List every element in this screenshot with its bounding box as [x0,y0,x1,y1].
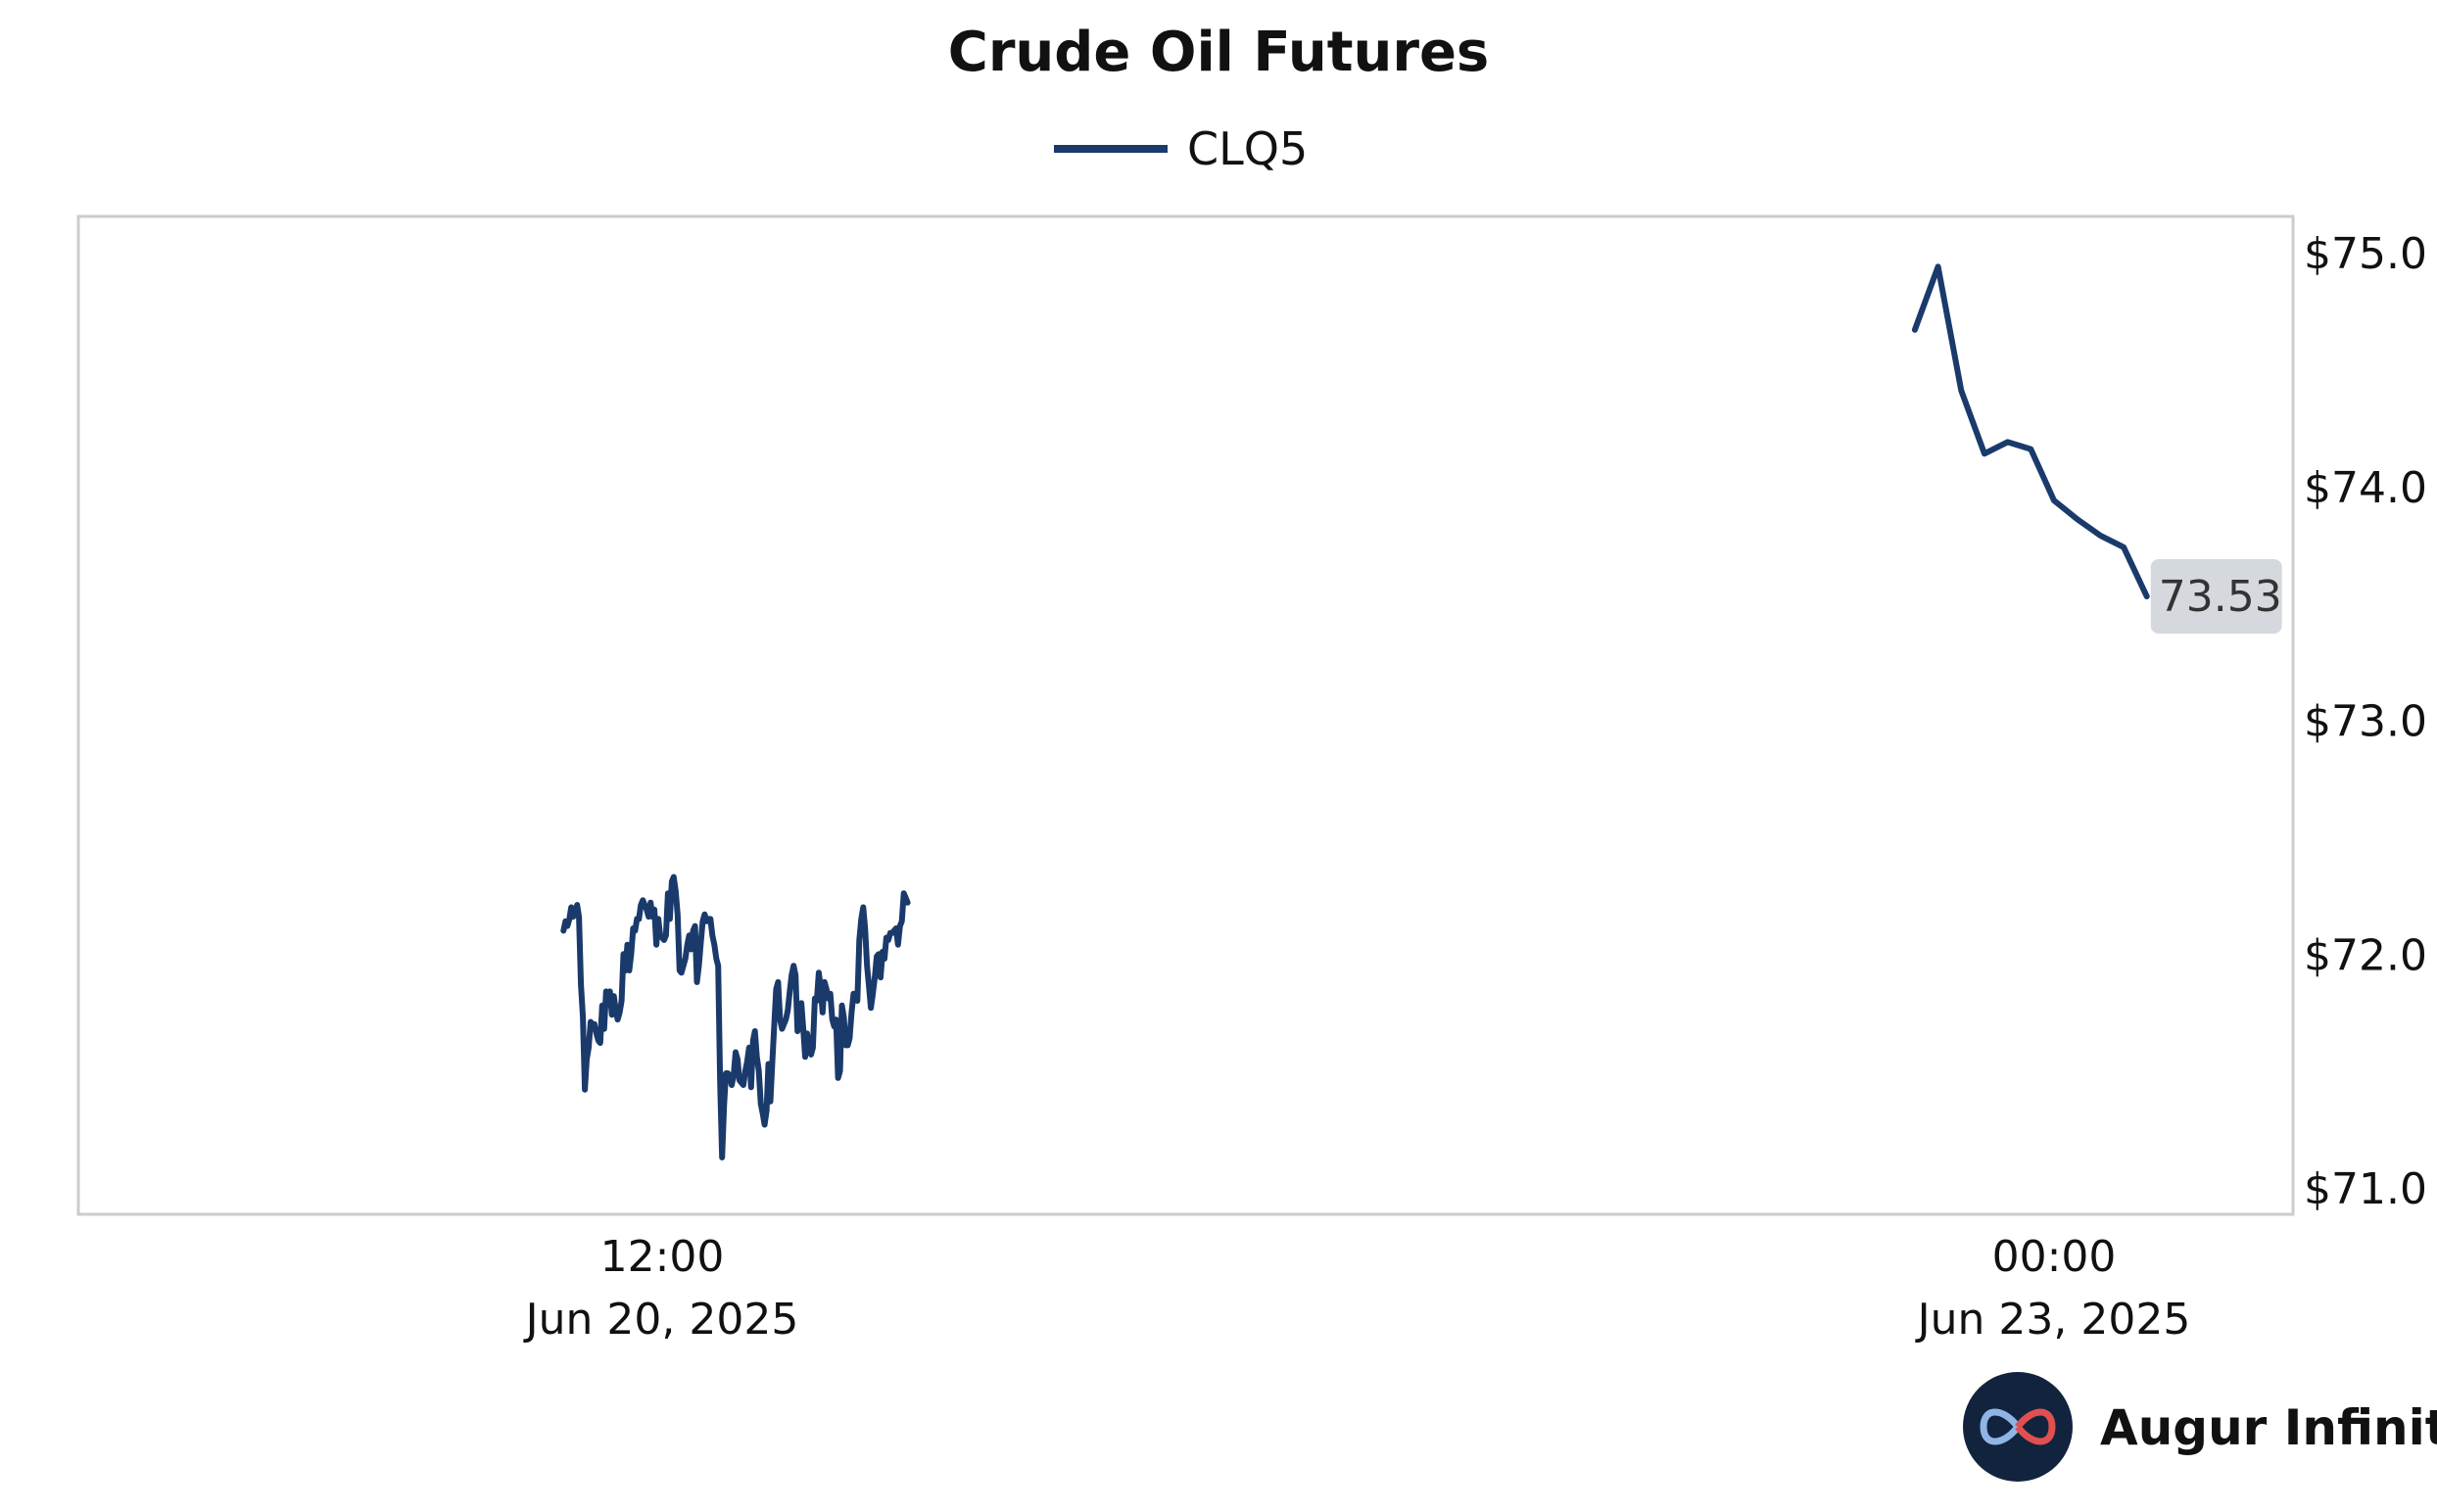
brand-logo[interactable]: Augur Infinity [1963,1372,2437,1482]
x-axis: 12:00 Jun 20, 2025 00:00 Jun 23, 2025 [523,1232,2191,1345]
chart-title: Crude Oil Futures [948,21,1490,84]
y-tick-label: $75.0 [2304,229,2427,279]
infinity-logo-right-loop [2015,1408,2056,1445]
series-line [1911,263,2150,599]
y-axis: $71.0 $72.0 $73.0 $74.0 $75.0 [2304,229,2427,1214]
brand-name: Augur Infinity [2100,1399,2437,1456]
x-tick-label: Jun 23, 2025 [1915,1295,2191,1345]
y-tick-label: $73.0 [2304,697,2427,747]
y-tick-label: $74.0 [2304,463,2427,513]
series-layer [560,263,2150,1160]
x-tick-label: 12:00 [600,1232,725,1282]
x-tick-label: Jun 20, 2025 [523,1295,799,1345]
x-tick-label: 00:00 [1992,1232,2117,1282]
last-value-background [2150,558,2282,634]
legend[interactable]: CLQ5 [1054,122,1308,175]
series-line [560,874,911,1160]
y-tick-label: $71.0 [2304,1164,2427,1214]
legend-label: CLQ5 [1187,122,1308,175]
plot-frame [76,214,2295,1216]
y-tick-label: $72.0 [2304,930,2427,980]
infinity-logo-left-loop [1980,1408,2021,1445]
last-value-label: 73.53 [2159,572,2282,622]
last-value-tag: 73.53 [2150,558,2282,634]
